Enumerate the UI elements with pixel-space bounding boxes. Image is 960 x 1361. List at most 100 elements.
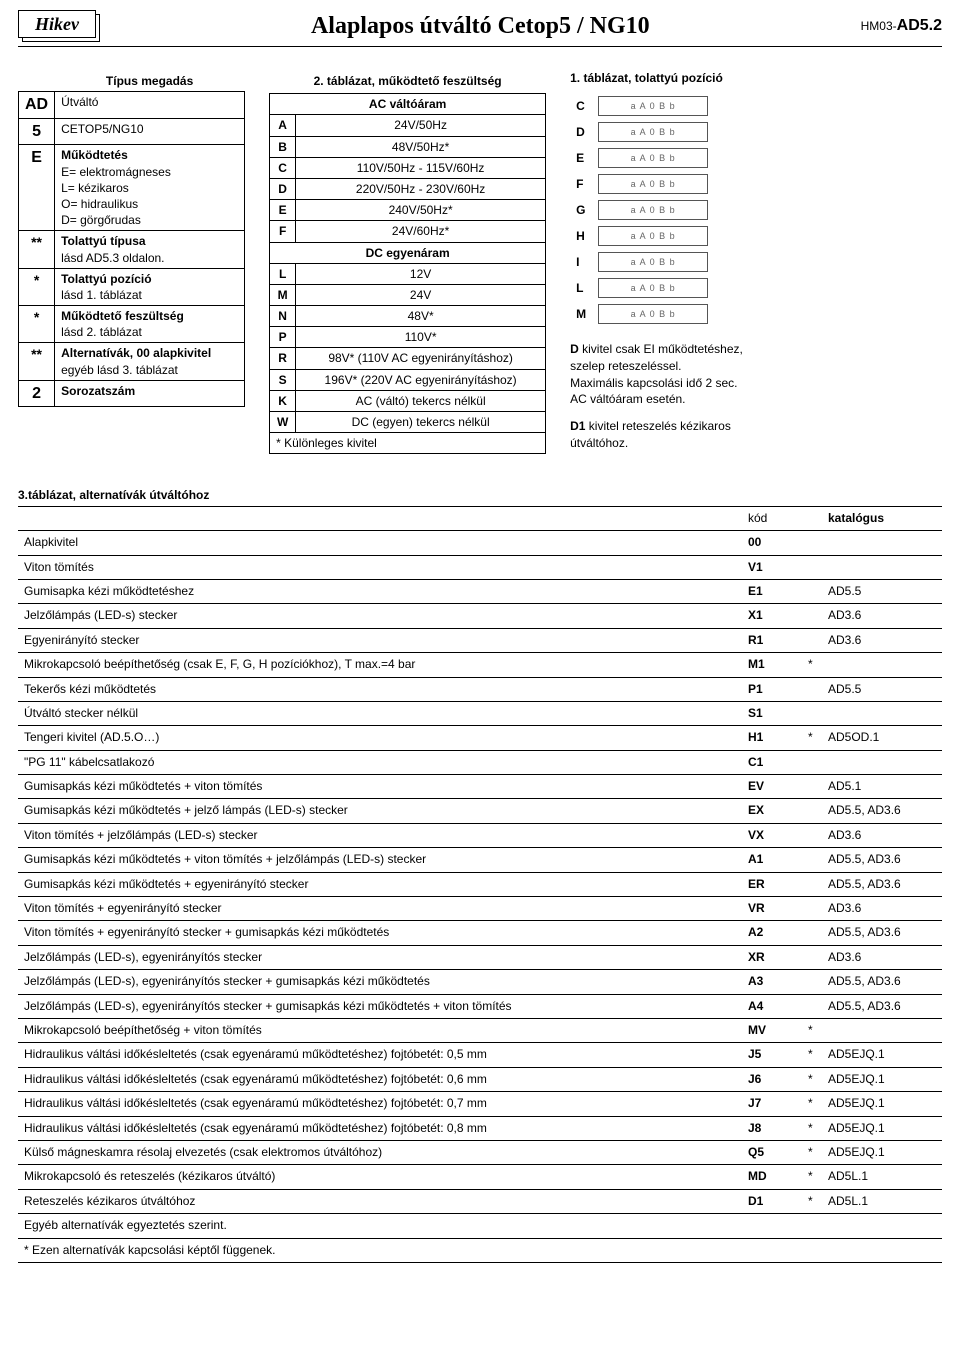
position-symbol-cell: a A 0 B b [592, 171, 714, 197]
table-row: Útváltó stecker nélkülS1 [18, 701, 942, 725]
alt-desc: Tengeri kivitel (AD.5.O…) [18, 726, 742, 750]
table-row: Jelzőlámpás (LED-s), egyenirányítós stec… [18, 994, 942, 1018]
doc-code-main: AD5.2 [897, 17, 942, 34]
voltage-key: W [270, 412, 296, 433]
alt-desc: Jelzőlámpás (LED-s), egyenirányítós stec… [18, 970, 742, 994]
voltage-value: 24V [296, 284, 546, 305]
alt-code: V1 [742, 555, 802, 579]
alt-code: R1 [742, 628, 802, 652]
alt-star: * [802, 1140, 822, 1164]
type-code-cell: AD [19, 92, 55, 119]
alt-catalog: AD5.5, AD3.6 [822, 994, 942, 1018]
alt-desc: Gumisapkás kézi működtetés + jelző lámpá… [18, 799, 742, 823]
table3-footer2: * Ezen alternatívák kapcsolási képtől fü… [18, 1238, 942, 1262]
type-desc-cell: CETOP5/NG10 [55, 118, 245, 145]
alt-catalog [822, 750, 942, 774]
table-row: Mikrokapcsoló beépíthetőség (csak E, F, … [18, 653, 942, 677]
alt-star: * [802, 1165, 822, 1189]
alt-desc: Gumisapkás kézi működtetés + viton tömít… [18, 848, 742, 872]
type-code-cell: ** [19, 343, 55, 380]
alt-code: H1 [742, 726, 802, 750]
type-desc-cell: Sorozatszám [55, 380, 245, 407]
table-row: Mikrokapcsoló és reteszelés (kézikaros ú… [18, 1165, 942, 1189]
alt-code: MD [742, 1165, 802, 1189]
voltage-key: P [270, 327, 296, 348]
table-row: Alapkivitel00 [18, 531, 942, 555]
alt-catalog [822, 1018, 942, 1042]
table2-wrap: 2. táblázat, működtető feszültség AC vál… [269, 71, 546, 454]
voltage-key: B [270, 136, 296, 157]
alt-code: VX [742, 823, 802, 847]
voltage-key: K [270, 390, 296, 411]
alt-catalog: AD3.6 [822, 945, 942, 969]
alt-catalog: AD5EJQ.1 [822, 1067, 942, 1091]
alt-desc: Tekerős kézi működtetés [18, 677, 742, 701]
table-row: Tengeri kivitel (AD.5.O…)H1*AD5OD.1 [18, 726, 942, 750]
table-row: Reteszelés kézikaros útváltóhozD1*AD5L.1 [18, 1189, 942, 1213]
alt-star: * [802, 1092, 822, 1116]
table-row: Tekerős kézi működtetésP1 AD5.5 [18, 677, 942, 701]
voltage-value: 220V/50Hz - 230V/60Hz [296, 178, 546, 199]
alt-star: * [802, 1067, 822, 1091]
position-key: C [570, 93, 592, 119]
alt-catalog [822, 555, 942, 579]
position-symbol-cell: a A 0 B b [592, 197, 714, 223]
table-row: Viton tömítés + jelzőlámpás (LED-s) stec… [18, 823, 942, 847]
alt-desc: Viton tömítés + egyenirányító stecker [18, 897, 742, 921]
table-row: Jelzőlámpás (LED-s), egyenirányítós stec… [18, 945, 942, 969]
alt-catalog: AD5L.1 [822, 1189, 942, 1213]
alt-code: D1 [742, 1189, 802, 1213]
alt-code: A4 [742, 994, 802, 1018]
alt-catalog: AD5.5 [822, 677, 942, 701]
alt-desc: "PG 11" kábelcsatlakozó [18, 750, 742, 774]
position-key: F [570, 171, 592, 197]
voltage-value: DC (egyen) tekercs nélkül [296, 412, 546, 433]
voltage-value: 240V/50Hz* [296, 200, 546, 221]
position-symbol-cell: a A 0 B b [592, 145, 714, 171]
position-symbol-cell: a A 0 B b [592, 301, 714, 327]
alt-desc: Hidraulikus váltási időkésleltetés (csak… [18, 1067, 742, 1091]
alt-desc: Mikrokapcsoló és reteszelés (kézikaros ú… [18, 1165, 742, 1189]
alt-code: ER [742, 872, 802, 896]
alt-star [802, 775, 822, 799]
alt-desc: Viton tömítés + egyenirányító stecker + … [18, 921, 742, 945]
table-row: Hidraulikus váltási időkésleltetés (csak… [18, 1092, 942, 1116]
alt-star [802, 531, 822, 555]
alt-catalog: AD5EJQ.1 [822, 1140, 942, 1164]
position-key: L [570, 275, 592, 301]
alt-star [802, 994, 822, 1018]
alt-star [802, 970, 822, 994]
type-code-cell: ** [19, 231, 55, 268]
alt-desc: Jelzőlámpás (LED-s) stecker [18, 604, 742, 628]
page-header: Hikev Alaplapos útváltó Cetop5 / NG10 HM… [18, 10, 942, 42]
valve-symbol-icon: a A 0 B b [598, 304, 708, 324]
alt-catalog: AD5EJQ.1 [822, 1043, 942, 1067]
table-row: Jelzőlámpás (LED-s), egyenirányítós stec… [18, 970, 942, 994]
alt-star: * [802, 653, 822, 677]
alt-code: J6 [742, 1067, 802, 1091]
alt-catalog [822, 531, 942, 555]
alt-code: J7 [742, 1092, 802, 1116]
right-column: 1. táblázat, tolattyú pozíció Ca A 0 B b… [570, 71, 790, 462]
alt-desc: Egyenirányító stecker [18, 628, 742, 652]
table-row: Viton tömítés + egyenirányító steckerVRA… [18, 897, 942, 921]
table-row: Mikrokapcsoló beépíthetőség + viton tömí… [18, 1018, 942, 1042]
alt-star [802, 677, 822, 701]
type-desc-cell: Működtető feszültséglásd 2. táblázat [55, 306, 245, 343]
table-row: Gumisapkás kézi működtetés + viton tömít… [18, 848, 942, 872]
alt-star [802, 701, 822, 725]
alt-star [802, 579, 822, 603]
alt-desc: Alapkivitel [18, 531, 742, 555]
alt-code: J8 [742, 1116, 802, 1140]
voltage-key: E [270, 200, 296, 221]
valve-symbol-icon: a A 0 B b [598, 174, 708, 194]
voltage-value: 110V/50Hz - 115V/60Hz [296, 157, 546, 178]
alt-star: * [802, 1116, 822, 1140]
top-content: Típus megadás ADÚtváltó5CETOP5/NG10EMűkö… [18, 71, 942, 462]
alt-desc: Mikrokapcsoló beépíthetőség + viton tömí… [18, 1018, 742, 1042]
type-desc-cell: MűködtetésE= elektromágnesesL= kézikaros… [55, 145, 245, 231]
alt-code: P1 [742, 677, 802, 701]
valve-symbol-icon: a A 0 B b [598, 122, 708, 142]
alt-catalog: AD5.1 [822, 775, 942, 799]
table3-head-kat: katalógus [822, 506, 942, 530]
